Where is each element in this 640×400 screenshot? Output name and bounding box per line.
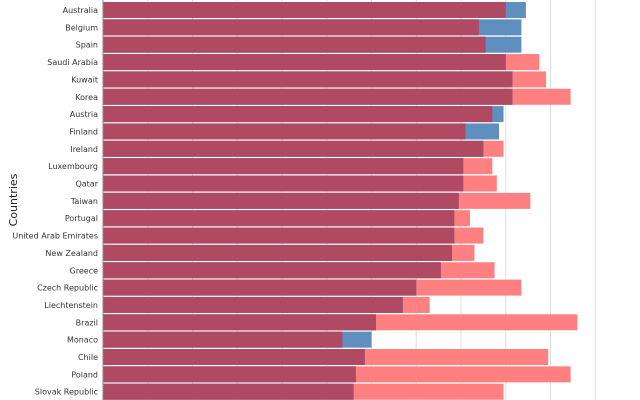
bar-overlap-kuwait <box>103 71 513 88</box>
category-label-poland: Poland <box>71 370 98 379</box>
category-label-new-zealand: New Zealand <box>45 249 98 258</box>
category-label-liechtenstein: Liechtenstein <box>44 301 98 310</box>
bar-overlap-liechtenstein <box>103 296 403 313</box>
bar-overlap-poland <box>103 366 356 383</box>
bar-overlap-finland <box>103 123 466 140</box>
category-label-spain: Spain <box>76 41 98 50</box>
bar-overlap-australia <box>103 2 506 18</box>
bar-overlap-czech-republic <box>103 279 417 296</box>
category-label-australia: Australia <box>63 6 98 15</box>
bar-overlap-qatar <box>103 175 464 192</box>
category-label-taiwan: Taiwan <box>70 197 98 206</box>
bar-overlap-belgium <box>103 19 479 36</box>
bar-overlap-slovak-republic <box>103 383 354 400</box>
bar-overlap-chile <box>103 349 365 365</box>
category-label-brazil: Brazil <box>76 318 98 327</box>
category-label-korea: Korea <box>75 93 98 102</box>
bar-overlap-portugal <box>103 210 455 227</box>
category-labels: Australia Belgium Spain Saudi Arabia Kuwait K… <box>12 6 98 397</box>
bar-overlap-spain <box>103 36 486 53</box>
bars <box>103 2 578 400</box>
bar-overlap-united-arab-emirates <box>103 227 455 244</box>
category-label-austria: Austria <box>70 110 98 119</box>
bar-overlap-greece <box>103 262 441 279</box>
bar-overlap-taiwan <box>103 192 459 209</box>
category-label-saudi-arabia: Saudi Arabia <box>47 58 98 67</box>
bar-overlap-brazil <box>103 314 376 331</box>
category-label-monaco: Monaco <box>67 336 98 345</box>
bar-overlap-korea <box>103 88 513 105</box>
bar-overlap-ireland <box>103 140 484 157</box>
bar-overlap-saudi-arabia <box>103 54 506 71</box>
category-label-qatar: Qatar <box>75 180 98 189</box>
category-label-united-arab-emirates: United Arab Emirates <box>12 232 98 241</box>
category-label-chile: Chile <box>78 353 98 362</box>
category-label-portugal: Portugal <box>65 214 98 223</box>
bar-overlap-luxembourg <box>103 158 464 175</box>
bar-overlap-monaco <box>103 331 343 348</box>
category-label-ireland: Ireland <box>70 145 98 154</box>
category-label-belgium: Belgium <box>65 23 98 32</box>
category-label-kuwait: Kuwait <box>71 75 98 84</box>
category-label-slovak-republic: Slovak Republic <box>35 388 98 397</box>
category-label-luxembourg: Luxembourg <box>48 162 98 171</box>
category-label-czech-republic: Czech Republic <box>37 284 98 293</box>
bar-overlap-new-zealand <box>103 244 453 261</box>
bar-overlap-austria <box>103 106 493 123</box>
category-label-finland: Finland <box>69 127 98 136</box>
category-label-greece: Greece <box>70 266 99 275</box>
y-axis-title: Countries <box>7 173 20 226</box>
